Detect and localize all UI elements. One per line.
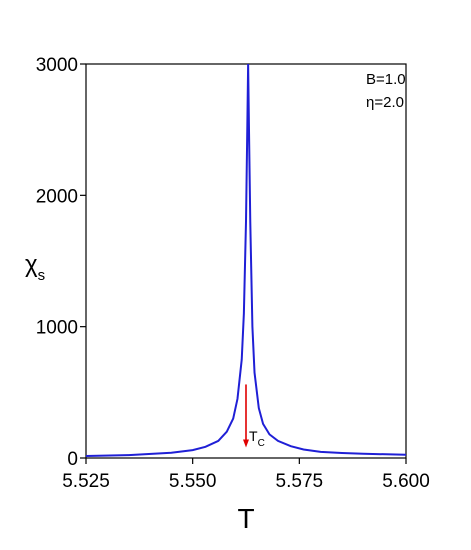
y-axis-title: χs [25,251,45,284]
y-axis-subscript: s [38,267,46,284]
y-tick-label: 0 [67,449,78,470]
x-axis-title: T [237,503,254,534]
param-b: B=1.0 [366,71,406,88]
susceptibility-curve [86,64,406,458]
tc-subscript: C [258,438,265,449]
y-tick-label: 1000 [36,318,78,339]
tc-label: TC [249,428,265,449]
y-tick-label: 2000 [36,186,78,207]
tc-arrow-head [243,439,249,448]
y-tick-label: 3000 [36,55,78,76]
x-axis-ticks: 5.525 5.550 5.575 5.600 [62,458,430,492]
param-eta: η=2.0 [366,94,404,111]
x-tick-label: 5.525 [62,471,110,492]
x-tick-label: 5.575 [276,471,324,492]
x-tick-label: 5.550 [169,471,217,492]
y-axis-ticks: 0 1000 2000 3000 [36,55,86,470]
plot-frame [85,63,407,459]
x-tick-label: 5.600 [382,471,430,492]
tc-symbol: T [249,428,258,444]
y-axis-symbol: χ [25,251,38,278]
